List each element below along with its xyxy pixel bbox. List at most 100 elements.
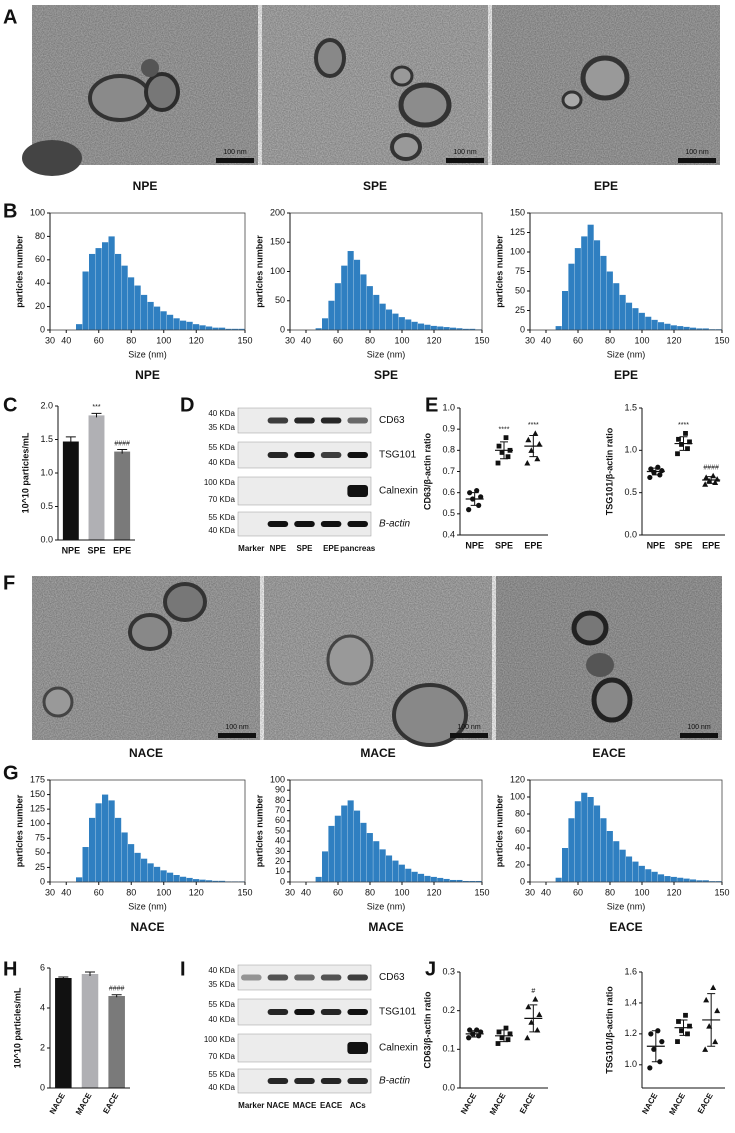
histogram-bar: [354, 259, 361, 330]
vesicle: [144, 72, 180, 112]
histogram-bar: [154, 306, 161, 330]
data-point: [466, 507, 472, 513]
histogram-bar: [212, 327, 219, 330]
vesicle: [398, 82, 452, 128]
blot-band: [294, 974, 315, 981]
histogram-bar: [587, 797, 594, 882]
histogram-bar: [82, 847, 89, 882]
histogram-bar: [418, 873, 425, 882]
y-tick-label: 25: [515, 305, 525, 315]
y-tick-label: 0.7: [442, 466, 455, 476]
y-tick-label: 100: [510, 246, 525, 256]
histogram-bar: [651, 319, 658, 330]
tem-row-a: [22, 5, 720, 176]
x-tick-label: 30: [45, 335, 55, 345]
histogram-bar: [430, 876, 437, 882]
data-point: [505, 1037, 511, 1043]
x-tick-label: 80: [365, 335, 375, 345]
histogram-bar: [322, 318, 329, 330]
sd-bar: [529, 435, 538, 458]
histogram-bar: [606, 831, 613, 882]
data-point: [675, 1039, 680, 1044]
image-label: MACE: [360, 746, 395, 760]
data-point: [647, 1065, 653, 1071]
y-axis-label: particles number: [14, 235, 24, 308]
x-tick-label: 100: [156, 335, 171, 345]
histogram-bar: [366, 833, 373, 882]
x-axis-label: Size (nm): [128, 901, 167, 911]
y-tick-label: 1.4: [624, 997, 637, 1007]
sd-bar: [651, 467, 660, 476]
histogram-bar: [115, 817, 122, 882]
data-point: [685, 1031, 690, 1037]
error-bar: [111, 994, 122, 998]
histogram-bar: [574, 248, 581, 330]
y-tick-label: 2.0: [40, 400, 53, 410]
x-tick-label: 120: [426, 887, 441, 897]
histogram-bar: [379, 849, 386, 882]
histogram-bar: [141, 858, 148, 882]
y-tick-label: 175: [30, 774, 45, 784]
lane-label: Marker: [238, 1101, 264, 1110]
histogram-bar: [199, 879, 206, 882]
x-tick-label: 80: [126, 335, 136, 345]
histogram-bar: [456, 879, 463, 882]
y-tick-label: 4: [40, 1002, 45, 1012]
histogram-bar: [328, 825, 335, 882]
y-axis-label: 10^10 particles/mL: [12, 987, 22, 1068]
scale-bar-label: 100 nm: [685, 149, 709, 156]
histogram-bar: [173, 875, 180, 882]
y-tick-label: 75: [35, 833, 45, 843]
image-label: NPE: [133, 179, 158, 193]
y-tick-label: 0: [40, 1082, 45, 1092]
scale-bar-label: 100 nm: [453, 149, 477, 156]
scale-bar: [450, 733, 488, 738]
vesicle: [128, 613, 172, 651]
sd-bar: [707, 476, 716, 484]
data-point: [525, 436, 532, 443]
histogram-bar: [683, 326, 690, 330]
histogram-bar: [405, 319, 412, 330]
histogram-bar: [696, 880, 703, 882]
histogram-bar: [147, 301, 154, 330]
histogram-bar: [658, 874, 665, 882]
y-tick-label: 0: [520, 324, 525, 334]
data-point: [532, 996, 539, 1002]
histogram-bar: [658, 322, 665, 330]
y-tick-label: 0: [40, 324, 45, 334]
y-tick-label: 0.0: [40, 534, 53, 544]
blot-band: [347, 485, 368, 497]
x-tick-label: SPE: [87, 545, 105, 555]
histogram-bar: [334, 283, 341, 330]
x-tick-label: EPE: [113, 545, 131, 555]
error-bar: [58, 976, 69, 979]
y-tick-label: 0.1: [442, 1044, 455, 1054]
vesicle: [571, 610, 609, 646]
y-tick-label: 1.5: [40, 434, 53, 444]
histogram-bar: [398, 864, 405, 882]
chart-title: NACE: [130, 920, 164, 934]
histogram-bar: [562, 848, 569, 882]
blot-band: [347, 974, 368, 981]
y-axis-label: TSG101/β-actin ratio: [604, 427, 614, 515]
x-tick-label: NACE: [48, 1091, 67, 1116]
y-tick-label: 50: [35, 847, 45, 857]
data-point: [687, 1023, 692, 1029]
histogram-bar: [89, 817, 96, 882]
x-tick-label: 150: [237, 335, 252, 345]
y-tick-label: 1.5: [624, 402, 637, 412]
x-tick-label: 150: [474, 335, 489, 345]
data-point: [495, 1041, 501, 1046]
significance: ****: [678, 422, 689, 429]
kda-label: 40 KDa: [208, 409, 235, 418]
histogram-bar: [626, 302, 633, 330]
histogram-bar: [134, 852, 141, 882]
sd-bar: [529, 1004, 538, 1033]
histogram-bar: [373, 294, 380, 330]
panel-letter: F: [3, 572, 15, 594]
data-point: [536, 1011, 543, 1018]
data-point: [499, 450, 505, 455]
blot-band: [347, 417, 368, 424]
x-tick-label: 60: [94, 335, 104, 345]
error-bar: [117, 449, 128, 454]
